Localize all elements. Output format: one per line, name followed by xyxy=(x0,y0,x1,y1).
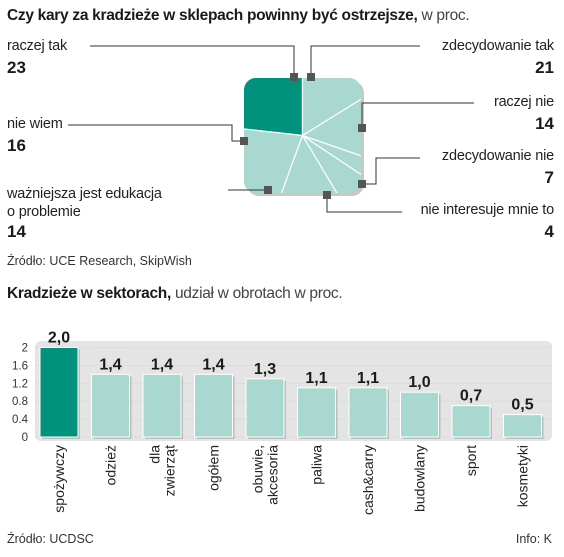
bar xyxy=(245,378,285,438)
category-label: budowlany xyxy=(412,445,428,512)
pie-value-nie-interesuje: 4 xyxy=(544,222,554,241)
bar-value-label: 1,3 xyxy=(254,361,276,378)
leader-marker xyxy=(264,186,272,194)
y-tick-label: 1.6 xyxy=(12,360,28,372)
bar-value-label: 1,4 xyxy=(99,356,121,373)
pie-value-zdecydowanie-nie: 7 xyxy=(544,168,554,187)
bar xyxy=(348,387,388,438)
bar xyxy=(451,405,491,438)
leader-marker xyxy=(323,191,331,199)
pie-value-edukacja: 14 xyxy=(7,222,26,241)
category-label-line: odzież xyxy=(103,445,119,485)
leader-marker xyxy=(290,73,298,81)
leader-marker xyxy=(358,180,366,188)
pie-label-edukacja: ważniejsza jest edukacja xyxy=(7,186,162,202)
pie-label-raczej-tak: raczej tak xyxy=(7,38,68,54)
y-tick-label: 0 xyxy=(22,432,28,444)
bar-value-label: 1,0 xyxy=(408,374,430,391)
bar xyxy=(400,391,439,438)
category-label: obuwie, akcesoria xyxy=(250,445,281,505)
pie-value-nie-wiem: 16 xyxy=(7,136,26,155)
category-label: spożywczy xyxy=(51,445,67,513)
category-label: kosmetyki xyxy=(515,445,531,507)
pie-slice xyxy=(301,78,361,137)
pie-label-zdecydowanie-tak: zdecydowanie tak xyxy=(441,38,554,54)
pie-label-nie-wiem: nie wiem xyxy=(7,116,63,132)
bar xyxy=(297,387,336,438)
bar-info: Info: K xyxy=(515,532,552,546)
y-tick-label: 0.8 xyxy=(12,396,28,408)
category-label-line: budowlany xyxy=(412,445,428,512)
bar-value-label: 1,4 xyxy=(151,356,173,373)
bar-value-label: 0,5 xyxy=(511,397,533,414)
leader-line xyxy=(362,157,420,185)
category-label: ogółem xyxy=(206,445,222,491)
pie-label-edukacja-line2: o problemie xyxy=(7,204,81,220)
leader-marker xyxy=(240,137,248,145)
leader-line xyxy=(361,102,474,128)
pie-label-raczej-nie: raczej nie xyxy=(493,94,554,110)
category-label-line: sport xyxy=(463,445,479,476)
category-label-line: akcesoria xyxy=(265,445,281,505)
pie-value-zdecydowanie-tak: 21 xyxy=(535,58,554,77)
pie-source: Źródło: UCE Research, SkipWish xyxy=(7,254,192,268)
category-label-line: obuwie, xyxy=(250,445,266,493)
bar xyxy=(503,414,542,438)
bar-value-label: 0,7 xyxy=(460,388,482,405)
y-tick-label: 1.2 xyxy=(12,378,28,390)
leader-marker xyxy=(307,73,315,81)
pie-slice xyxy=(301,135,361,193)
bar-title: Kradzieże w sektorach, udział w obrotach… xyxy=(7,285,343,302)
category-label: cash&carry xyxy=(360,445,376,515)
bar-value-label: 1,1 xyxy=(305,370,327,387)
category-label-line: paliwa xyxy=(309,445,325,485)
pie-chart xyxy=(68,45,474,213)
leader-line xyxy=(68,124,244,142)
pie-label-zdecydowanie-nie: zdecydowanie nie xyxy=(441,148,554,164)
leader-marker xyxy=(358,124,366,132)
category-label-line: cash&carry xyxy=(360,445,376,515)
category-label: odzież xyxy=(103,445,119,485)
bar xyxy=(39,346,79,438)
category-label: paliwa xyxy=(309,445,325,485)
pie-value-raczej-nie: 14 xyxy=(535,114,554,133)
pie-slice xyxy=(244,78,304,137)
category-label-line: dla xyxy=(147,445,163,464)
bar-value-label: 1,1 xyxy=(357,370,379,387)
bar-source: Źródło: UCDSC xyxy=(7,532,94,546)
bar-chart: 0 0.4 0.8 1.2 1.6 2 2,0 spożywczy 1,4 odzież 1,4 dl… xyxy=(12,329,552,515)
category-label: dla zwierząt xyxy=(147,445,178,497)
category-label-line: zwierząt xyxy=(162,445,178,496)
pie-label-nie-interesuje: nie interesuje mnie to xyxy=(420,202,555,218)
category-label-line: ogółem xyxy=(206,445,222,491)
leader-line xyxy=(310,45,420,77)
bar xyxy=(194,373,233,438)
category-label-line: kosmetyki xyxy=(515,445,531,507)
bar xyxy=(91,373,130,438)
y-tick-label: 0.4 xyxy=(12,414,29,426)
category-label: sport xyxy=(463,445,479,476)
category-label-line: spożywczy xyxy=(51,445,67,513)
pie-slice xyxy=(302,134,361,193)
pie-slice xyxy=(244,112,304,193)
pie-title: Czy kary za kradzieże w sklepach powinny… xyxy=(7,7,470,24)
bar xyxy=(142,373,182,438)
bar-value-label: 1,4 xyxy=(202,356,224,373)
pie-value-raczej-tak: 23 xyxy=(7,58,26,77)
leader-line xyxy=(326,195,402,213)
leader-line xyxy=(90,45,295,77)
bar-value-label: 2,0 xyxy=(48,329,70,346)
y-tick-label: 2 xyxy=(22,342,28,354)
